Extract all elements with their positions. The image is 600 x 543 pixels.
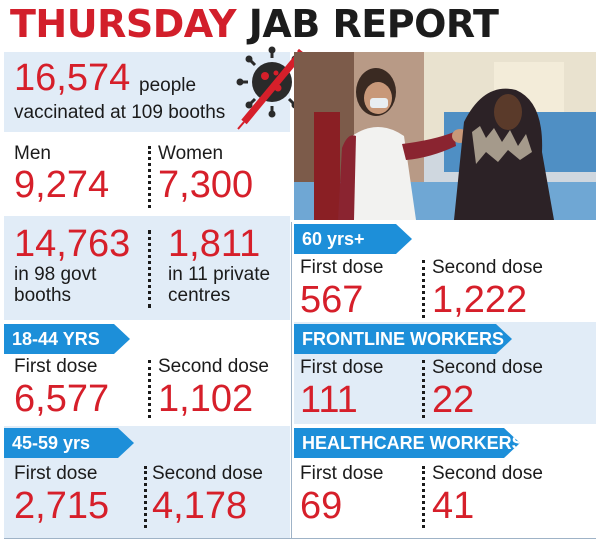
total-value: 16,574	[14, 57, 131, 99]
headline-day: THURSDAY	[10, 2, 237, 46]
govt-booths-value: 14,763	[14, 223, 131, 265]
age-18-44-first-label: First dose	[14, 356, 98, 377]
govt-booths-line1: in 98 govt	[14, 264, 97, 285]
private-centres-line2: centres	[168, 285, 231, 306]
booths-panel	[4, 216, 290, 320]
booths-dotted-divider	[148, 230, 151, 308]
age-18-44-tag: 18-44 YRS	[4, 324, 130, 354]
column-divider-line	[291, 222, 292, 538]
age-60-second-value: 1,222	[432, 279, 528, 321]
age-45-59-dotted-divider	[144, 466, 147, 528]
healthcare-second-value: 41	[432, 485, 475, 527]
frontline-second-value: 22	[432, 379, 475, 421]
frontline-first-value: 111	[300, 379, 358, 421]
frontline-dotted-divider	[422, 360, 425, 418]
headline: THURSDAY JAB REPORT	[10, 2, 499, 48]
age-60-second-label: Second dose	[432, 257, 543, 278]
total-line1: people	[139, 75, 197, 96]
gender-panel	[4, 134, 290, 214]
men-label: Men	[14, 143, 51, 164]
total-line2: vaccinated at 109 booths	[14, 102, 226, 123]
women-value: 7,300	[158, 164, 254, 206]
gender-dotted-divider	[148, 146, 151, 208]
govt-booths-line2: booths	[14, 285, 72, 306]
frontline-tag: FRONTLINE WORKERS	[294, 324, 512, 354]
age-18-44-second-value: 1,102	[158, 378, 254, 420]
healthcare-second-label: Second dose	[432, 463, 543, 484]
age-18-44-first-value: 6,577	[14, 378, 110, 420]
age-60-dotted-divider	[422, 260, 425, 318]
column-divider	[290, 52, 294, 540]
age-45-59-second-label: Second dose	[152, 463, 263, 484]
frontline-second-label: Second dose	[432, 357, 543, 378]
private-centres-value: 1,811	[168, 223, 261, 265]
headline-title: JAB REPORT	[248, 2, 499, 46]
healthcare-first-value: 69	[300, 485, 343, 527]
frontline-first-label: First dose	[300, 357, 384, 378]
age-60-first-label: First dose	[300, 257, 384, 278]
private-centres-line1: in 11 private	[168, 264, 271, 285]
age-45-59-tag: 45-59 yrs	[4, 428, 134, 458]
age-45-59-first-value: 2,715	[14, 485, 110, 527]
healthcare-tag: HEALTHCARE WORKERS	[294, 428, 520, 458]
age-18-44-dotted-divider	[148, 360, 151, 418]
age-60-first-value: 567	[300, 279, 364, 321]
vaccination-photo-illustration	[294, 52, 596, 220]
age-45-59-second-value: 4,178	[152, 485, 248, 527]
men-value: 9,274	[14, 164, 110, 206]
age-18-44-second-label: Second dose	[158, 356, 269, 377]
age-45-59-first-label: First dose	[14, 463, 98, 484]
bottom-rule	[4, 538, 596, 539]
vaccination-photo	[294, 52, 596, 220]
age-60-tag: 60 yrs+	[294, 224, 412, 254]
healthcare-dotted-divider	[422, 466, 425, 528]
healthcare-first-label: First dose	[300, 463, 384, 484]
women-label: Women	[158, 143, 224, 164]
